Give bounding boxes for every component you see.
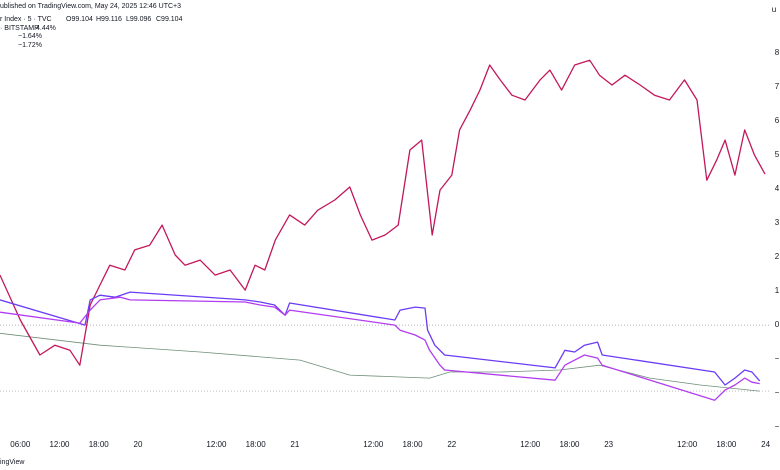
header: ublished on TradingView.com, May 24, 202… bbox=[0, 3, 181, 10]
x-tick-label: 18:00 bbox=[716, 440, 737, 449]
x-tick-label: 18:00 bbox=[89, 440, 110, 449]
y-tick-label: 4 bbox=[775, 184, 780, 193]
x-tick-label: 12:00 bbox=[206, 440, 227, 449]
x-tick-label: 18:00 bbox=[559, 440, 580, 449]
x-tick-label: 12:00 bbox=[363, 440, 384, 449]
y-axis-unit: u bbox=[772, 5, 776, 14]
y-tick-label: − bbox=[775, 388, 780, 397]
series-line bbox=[0, 296, 760, 401]
series-line bbox=[0, 332, 760, 392]
legend-ohlc: L99.096 bbox=[126, 16, 151, 23]
legend-name: r Index · 5 · TVC bbox=[0, 16, 52, 23]
y-tick-label: 1 bbox=[775, 286, 780, 295]
x-tick-label: 22 bbox=[447, 440, 456, 449]
x-tick-label: 21 bbox=[290, 440, 299, 449]
series-line bbox=[0, 59, 766, 366]
y-tick-label: 6 bbox=[775, 116, 780, 125]
y-tick-label: 8 bbox=[775, 48, 780, 57]
x-tick-label: 12:00 bbox=[520, 440, 541, 449]
x-tick-label: 18:00 bbox=[403, 440, 424, 449]
legend-ohlc: O99.104 bbox=[66, 16, 93, 23]
y-tick-label: 2 bbox=[775, 252, 780, 261]
y-tick-label: 3 bbox=[775, 218, 780, 227]
legend-value: 4.44% bbox=[36, 25, 56, 32]
x-tick-label: 06:00 bbox=[10, 440, 31, 449]
legend-name: · BITSTAMP bbox=[0, 25, 39, 32]
x-tick-label: 18:00 bbox=[246, 440, 267, 449]
y-tick-label: 5 bbox=[775, 150, 780, 159]
x-tick-label: 12:00 bbox=[49, 440, 70, 449]
y-tick-label: 0 bbox=[775, 320, 780, 329]
y-tick-label: 7 bbox=[775, 82, 780, 91]
series-line bbox=[0, 291, 761, 386]
y-tick-label: − bbox=[775, 354, 780, 363]
legend-ohlc: H99.116 bbox=[96, 16, 122, 23]
x-tick-label: 12:00 bbox=[677, 440, 698, 449]
x-tick-label: 23 bbox=[604, 440, 613, 449]
legend-ohlc: C99.104 bbox=[156, 16, 183, 23]
legend-value: −1.64% bbox=[18, 33, 42, 40]
x-tick-label: 24 bbox=[761, 440, 770, 449]
footer: ingView bbox=[0, 459, 25, 466]
x-tick-label: 20 bbox=[134, 440, 143, 449]
legend-value: −1.72% bbox=[18, 42, 42, 49]
y-tick-label: − bbox=[775, 422, 780, 431]
